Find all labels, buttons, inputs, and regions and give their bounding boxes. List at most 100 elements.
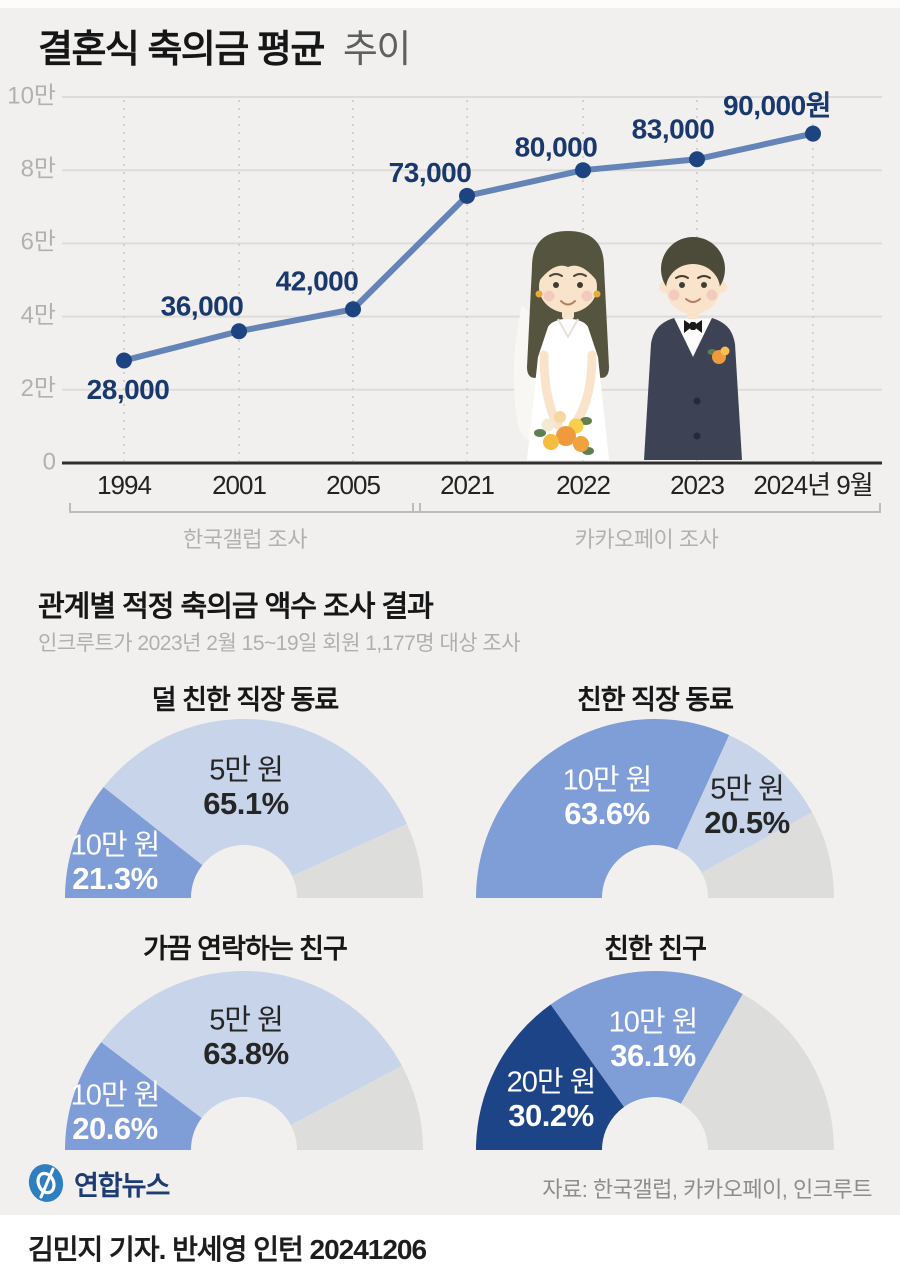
donut-title-occasional-friend: 가끔 연락하는 친구 xyxy=(143,934,348,964)
x-tick-label: 2001 xyxy=(212,470,266,500)
page-title-sub: 추이 xyxy=(342,29,411,71)
data-point-label: 80,000 xyxy=(515,132,598,163)
bride-brow xyxy=(573,273,587,277)
x-tick-label: 2023 xyxy=(670,470,724,500)
bride-fringe xyxy=(539,249,597,281)
bride-eye xyxy=(577,282,583,288)
bride-neck xyxy=(562,309,574,320)
bride-dress-vneck xyxy=(557,318,579,340)
semi-donut-chart: 10만 원21.3% 5만 원65.1% xyxy=(65,719,423,898)
groom-blush xyxy=(706,289,718,301)
donut-slice xyxy=(101,971,402,1126)
line-chart: 10만 8만 6만 4만 2만 0 1994 2001 2005 2021 2022 2023 2024… xyxy=(7,82,882,552)
byline: 김민지 기자. 반세영 인턴 20241206 xyxy=(28,1234,427,1265)
donut-slice-label: 5만 원 xyxy=(209,755,283,787)
agency-name: 연합뉴스 xyxy=(74,1170,170,1201)
top-strip xyxy=(0,0,900,8)
source-bracket-label: 한국갤럽 조사 xyxy=(183,527,307,552)
y-tick-label: 10만 xyxy=(7,82,56,109)
donut-slice-pct: 20.5% xyxy=(704,805,789,840)
groom-button xyxy=(693,432,701,440)
semi-donut-chart: 10만 원20.6% 5만 원63.8% xyxy=(65,971,423,1150)
groom-fringe xyxy=(666,249,720,279)
donut-slice-pct: 63.8% xyxy=(203,1036,288,1071)
donut-slice xyxy=(65,1042,202,1150)
groom-shirt xyxy=(674,319,712,355)
line-series: 28,000 36,000 42,000 73,000 80,000 83,000 90,0… xyxy=(87,90,832,405)
donut-slice-label: 20만 원 xyxy=(507,1067,596,1099)
donut-slice-label: 10만 원 xyxy=(609,1007,698,1039)
x-tick-label: 2021 xyxy=(440,470,494,500)
groom-brow xyxy=(697,275,711,279)
donut-slice-label: 10만 원 xyxy=(71,830,160,862)
donut-slice-pct: 21.3% xyxy=(72,861,157,896)
donut-slice-label: 5만 원 xyxy=(710,774,784,806)
groom-bowtie xyxy=(693,320,702,333)
groom-eye xyxy=(701,282,707,288)
data-point xyxy=(231,323,247,340)
bride-blush xyxy=(581,290,593,302)
data-point-label: 90,000원 xyxy=(723,90,831,121)
semi-donut-chart: 10만 원63.6% 5만 원20.5% xyxy=(476,719,834,898)
donut-slice xyxy=(292,823,423,898)
donut-title-less-close-coworker: 덜 친한 직장 동료 xyxy=(151,685,339,715)
data-point xyxy=(116,352,132,369)
byline-bar: 김민지 기자. 반세영 인턴 20241206 xyxy=(0,1215,900,1274)
groom-face xyxy=(666,264,720,314)
y-tick-label: 8만 xyxy=(21,156,56,183)
source-bracket xyxy=(412,503,881,513)
data-point xyxy=(805,125,821,142)
donut-slice xyxy=(701,812,834,898)
bride-eye xyxy=(553,282,559,288)
donut-slice-pct: 36.1% xyxy=(610,1038,695,1073)
data-point-label: 73,000 xyxy=(389,157,472,188)
donut-slice-label: 10만 원 xyxy=(71,1080,160,1112)
data-point xyxy=(689,151,705,168)
donut-slice-pct: 65.1% xyxy=(203,786,288,821)
boutonniere xyxy=(720,346,730,356)
data-point xyxy=(459,187,475,204)
bride-brow xyxy=(549,273,563,277)
donut-slice-pct: 63.6% xyxy=(564,796,649,831)
y-tick-label: 6만 xyxy=(21,229,56,256)
bride-blush xyxy=(543,290,555,302)
groom-button xyxy=(693,397,701,405)
donut-slice xyxy=(65,786,203,898)
source-bracket-label: 카카오페이 조사 xyxy=(575,527,719,552)
semi-donut-chart: 20만 원30.2% 10만 원36.1% xyxy=(476,971,834,1150)
donut-slice xyxy=(676,735,813,873)
groom-bowtie xyxy=(684,320,693,333)
groom-lapel xyxy=(674,318,693,357)
donut-slice xyxy=(680,993,834,1150)
y-tick-label: 4만 xyxy=(21,302,56,329)
data-point-label: 28,000 xyxy=(87,374,170,405)
x-tick-label: 2024년 9월 xyxy=(753,470,872,500)
bride-groom-illustration xyxy=(513,231,742,460)
donut-slice xyxy=(550,971,743,1107)
y-tick-label: 2만 xyxy=(21,375,56,402)
donut-slice-pct: 20.6% xyxy=(72,1111,157,1146)
section2-subtitle: 인크루트가 2023년 2월 15~19일 회원 1,177명 대상 조사 xyxy=(38,632,521,655)
groom-smile xyxy=(685,298,701,303)
groom-bowtie-knot xyxy=(690,322,696,330)
donut-slice xyxy=(103,719,407,877)
groom-eye xyxy=(679,282,685,288)
groom-brow xyxy=(675,275,689,279)
page-title-main: 결혼식 축의금 평균 xyxy=(38,29,325,71)
page-title: 결혼식 축의금 평균 추이 xyxy=(38,18,411,73)
donut-slice xyxy=(476,719,730,898)
donut-slice xyxy=(290,1065,423,1150)
donut-slice-label: 5만 원 xyxy=(209,1005,283,1037)
data-point-label: 83,000 xyxy=(632,114,715,145)
data-point xyxy=(575,162,591,179)
data-point xyxy=(345,301,361,318)
x-tick-label: 2022 xyxy=(556,470,610,500)
source-note: 자료: 한국갤럽, 카카오페이, 인크루트 xyxy=(542,1177,872,1202)
x-tick-label: 2005 xyxy=(326,470,380,500)
x-tick-label: 1994 xyxy=(97,470,151,500)
groom-neck xyxy=(687,309,699,320)
agency-logo: 연합뉴스 xyxy=(26,1162,170,1204)
section2-title: 관계별 적정 축의금 액수 조사 결과 xyxy=(38,591,434,623)
donut-slice-pct: 30.2% xyxy=(508,1098,593,1133)
